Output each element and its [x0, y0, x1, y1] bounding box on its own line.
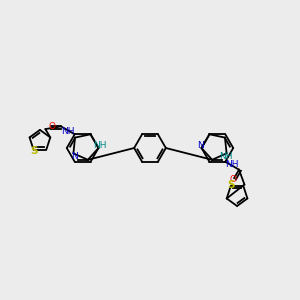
- Text: NH: NH: [93, 140, 106, 149]
- Text: N: N: [197, 140, 204, 149]
- Text: S: S: [30, 146, 37, 156]
- Text: S: S: [227, 180, 234, 190]
- Text: O: O: [49, 122, 56, 131]
- Text: O: O: [230, 175, 237, 184]
- Text: NH: NH: [61, 127, 74, 136]
- Text: N: N: [71, 152, 78, 161]
- Text: NH: NH: [226, 160, 239, 169]
- Text: NH: NH: [219, 152, 232, 161]
